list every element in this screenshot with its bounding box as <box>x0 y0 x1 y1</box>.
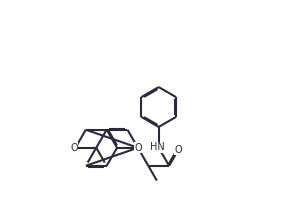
Text: O: O <box>70 143 78 153</box>
Text: O: O <box>134 143 142 153</box>
Text: O: O <box>174 144 182 155</box>
Text: HN: HN <box>150 142 164 152</box>
